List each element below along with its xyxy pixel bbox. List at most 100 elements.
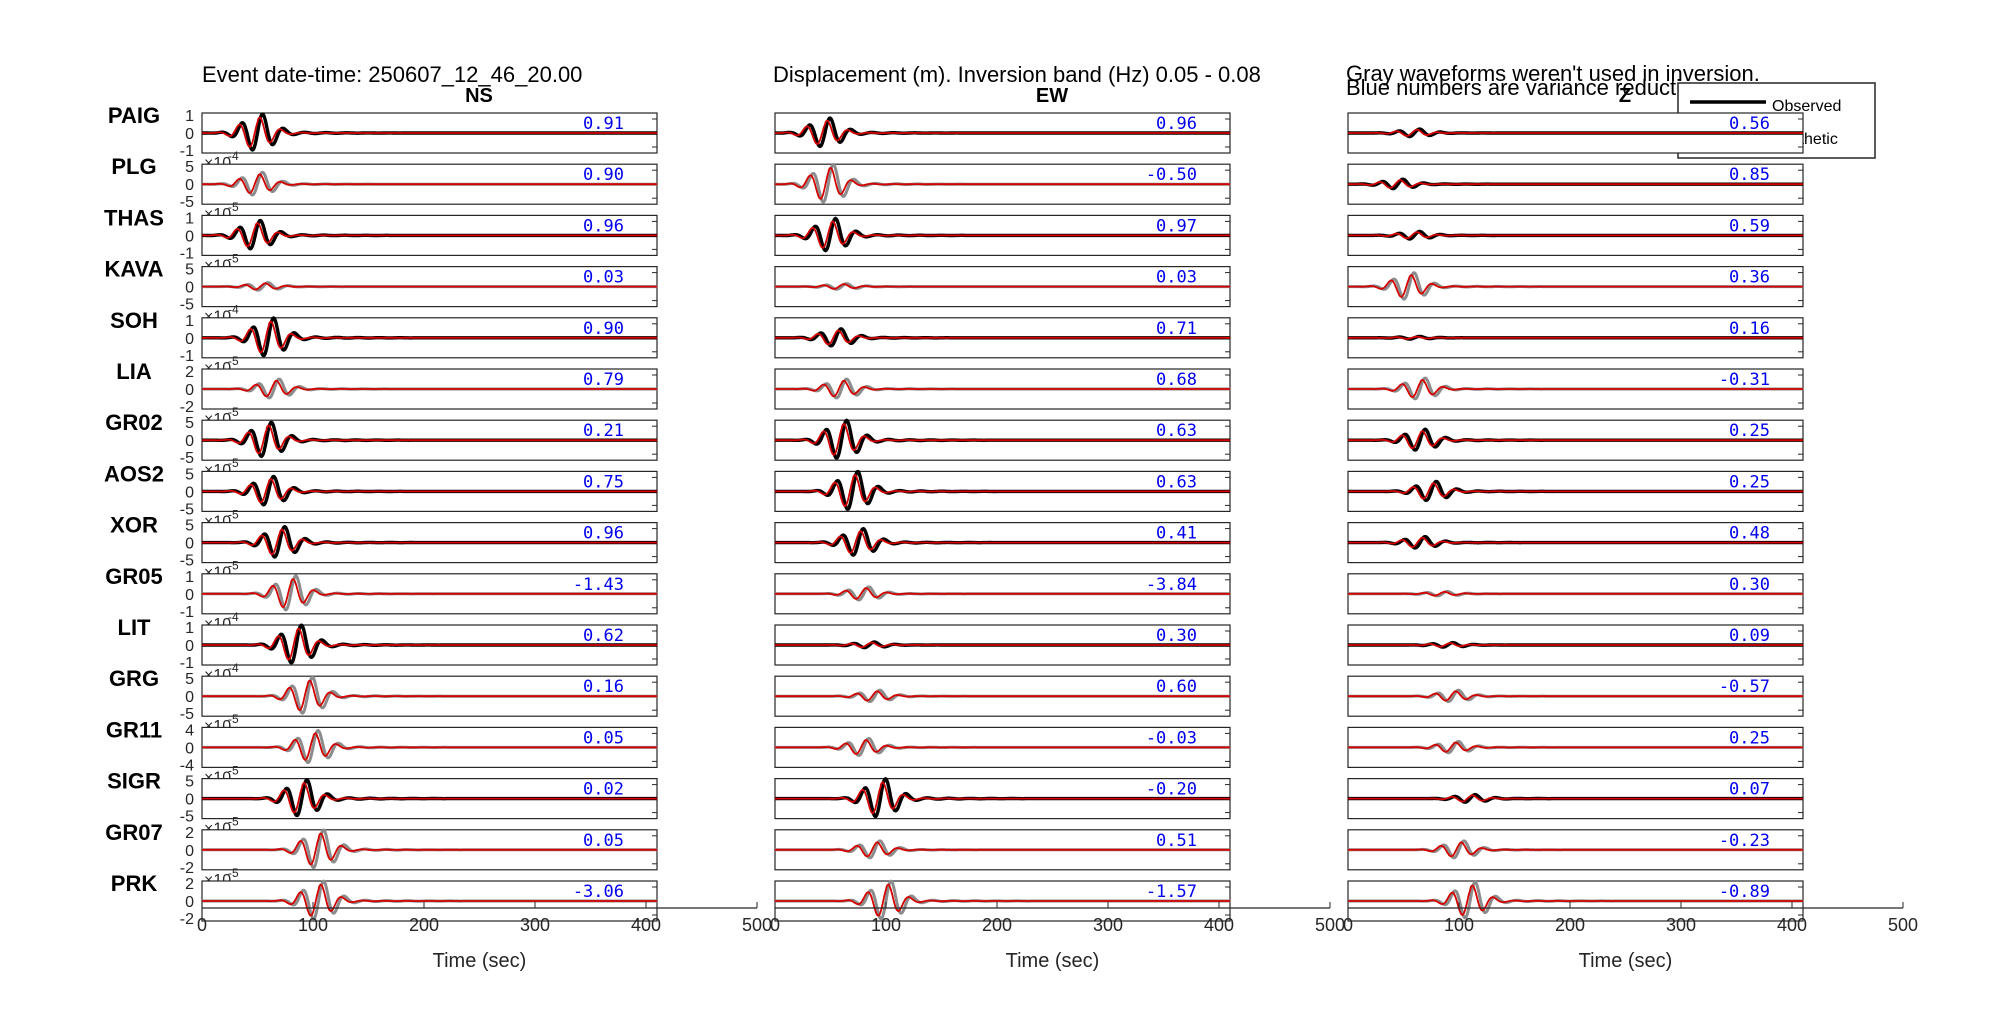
variance-reduction-label: -0.89 — [1719, 882, 1770, 902]
panel-xor-z: 0.48 — [1347, 521, 1804, 564]
panel-aos2-ew: 0.63 — [774, 469, 1231, 512]
x-axis-label-ns: Time (sec) — [433, 950, 527, 972]
synthetic-trace — [1348, 841, 1804, 858]
variance-reduction-label: 0.60 — [1156, 677, 1197, 697]
x-axis-label-z: Time (sec) — [1579, 950, 1673, 972]
panel-thas-ew: 0.97 — [774, 214, 1231, 256]
variance-reduction-label: 0.16 — [1729, 319, 1770, 339]
synthetic-trace — [775, 379, 1231, 398]
variance-reduction-label: -0.20 — [1146, 780, 1197, 800]
synthetic-trace — [202, 379, 658, 398]
y-tick-label: 1 — [185, 620, 194, 637]
variance-reduction-label: 0.96 — [583, 524, 624, 544]
panel-aos2-z: 0.25 — [1347, 470, 1804, 512]
variance-reduction-label: 0.25 — [1729, 728, 1770, 748]
blue-note: Blue numbers are variance reduction. — [1346, 75, 1712, 100]
y-tick-label: -5 — [180, 809, 194, 826]
synthetic-trace — [202, 883, 658, 917]
synthetic-trace — [202, 528, 658, 556]
panel-gr02-ew: 0.63 — [774, 418, 1231, 461]
y-tick-label: 2 — [185, 876, 194, 893]
panel-plg-ew: -0.50 — [774, 162, 1231, 205]
variance-reduction-label: 0.51 — [1156, 831, 1197, 851]
y-tick-label: 1 — [185, 569, 194, 586]
y-tick-label: 2 — [185, 364, 194, 381]
y-exponent-power: -5 — [228, 251, 239, 265]
variance-reduction-label: -0.23 — [1719, 831, 1770, 851]
synthetic-trace — [1348, 274, 1804, 298]
component-title-ew: EW — [1036, 85, 1068, 107]
station-label-kava: KAVA — [104, 257, 163, 282]
y-tick-label: 0 — [185, 740, 194, 757]
variance-reduction-label: 0.09 — [1729, 626, 1770, 646]
y-tick-label: -5 — [180, 501, 194, 518]
variance-reduction-label: 0.25 — [1729, 472, 1770, 492]
panel-gr05-ew: -3.84 — [774, 573, 1231, 615]
variance-reduction-label: 0.90 — [583, 319, 624, 339]
variance-reduction-label: 0.75 — [583, 472, 624, 492]
y-tick-label: 4 — [185, 722, 194, 739]
x-tick-label: 0 — [197, 915, 207, 935]
y-tick-label: 0 — [185, 331, 194, 348]
synthetic-trace — [1348, 536, 1804, 548]
panel-sigr-z: 0.07 — [1347, 777, 1804, 820]
station-label-aos2: AOS2 — [104, 461, 164, 486]
synthetic-trace — [1348, 379, 1804, 398]
synthetic-trace — [202, 578, 658, 608]
panel-lit-ew: 0.30 — [774, 624, 1231, 666]
synthetic-trace — [1348, 794, 1804, 803]
y-tick-label: 5 — [185, 415, 194, 432]
station-label-lia: LIA — [116, 359, 152, 384]
panel-gr11-ew: -0.03 — [774, 726, 1231, 769]
synthetic-trace — [202, 478, 658, 504]
synthetic-trace — [202, 732, 658, 761]
time-axes: 0 100 200 300 400 500 Time (sec) 0 100 200 300 400 5… — [197, 902, 1918, 972]
synthetic-trace — [202, 679, 658, 712]
variance-reduction-label: 0.48 — [1729, 524, 1770, 544]
component-title-z: Z — [1619, 85, 1631, 107]
synthetic-trace — [1348, 741, 1804, 753]
synthetic-trace — [775, 220, 1231, 249]
panel-paig-ew: 0.96 — [774, 112, 1231, 154]
synthetic-trace — [202, 782, 658, 814]
y-tick-label: 5 — [185, 159, 194, 176]
variance-reduction-label: 0.63 — [1156, 421, 1197, 441]
panel-grg-ew: 0.60 — [774, 675, 1231, 717]
y-tick-label: 1 — [185, 210, 194, 227]
y-tick-label: -2 — [180, 399, 194, 416]
y-tick-label: 0 — [185, 689, 194, 706]
displacement-title: Displacement (m). Inversion band (Hz) 0.… — [773, 62, 1261, 87]
y-tick-label: -5 — [180, 297, 194, 314]
y-tick-label: 0 — [185, 382, 194, 399]
synthetic-trace — [775, 841, 1231, 858]
variance-reduction-label: 0.07 — [1729, 780, 1770, 800]
station-label-grg: GRG — [109, 666, 159, 691]
variance-reduction-label: 0.41 — [1156, 524, 1197, 544]
variance-reduction-label: 0.03 — [583, 268, 624, 288]
x-tick-label: 100 — [298, 915, 328, 935]
component-titles: NS EW Z — [465, 85, 1631, 107]
variance-reduction-label: -0.57 — [1719, 677, 1770, 697]
synthetic-trace — [775, 166, 1231, 200]
y-exponent-power: -4 — [228, 661, 239, 675]
y-exponent-power: -5 — [228, 559, 239, 573]
variance-reduction-label: 0.63 — [1156, 472, 1197, 492]
variance-reduction-label: 0.59 — [1729, 216, 1770, 236]
station-label-sigr: SIGR — [107, 769, 161, 794]
x-axis-label-ew: Time (sec) — [1006, 950, 1100, 972]
synthetic-trace — [1348, 482, 1804, 500]
variance-reduction-label: 0.56 — [1729, 114, 1770, 134]
x-tick-label: 0 — [770, 915, 780, 935]
variance-reduction-label: 0.36 — [1729, 268, 1770, 288]
variance-reduction-label: -0.50 — [1146, 165, 1197, 185]
x-tick-label: 200 — [409, 915, 439, 935]
station-label-plg: PLG — [111, 154, 156, 179]
panel-prk-ns: -3.06 20-2 — [180, 876, 658, 928]
